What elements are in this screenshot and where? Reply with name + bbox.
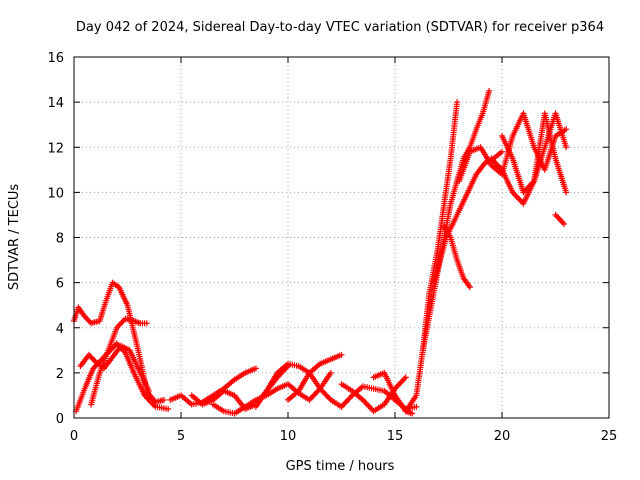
x-tick-label: 20 [494,429,511,444]
chart-title: Day 042 of 2024, Sidereal Day-to-day VTE… [76,20,604,35]
data-point [327,369,334,376]
x-axis-label: GPS time / hours [286,459,395,474]
y-tick-label: 2 [56,367,64,382]
y-tick-label: 8 [56,232,64,247]
x-tick-label: 15 [387,429,404,444]
data-point [143,320,150,327]
series-track-3 [73,340,172,415]
data-point [513,193,520,200]
x-tick-label: 10 [280,429,297,444]
series-track-4 [88,315,150,408]
y-tick-label: 6 [56,277,64,292]
data-points [71,87,570,417]
data-point [81,313,88,320]
series-track-19 [499,110,570,196]
data-point [402,374,409,381]
data-point [338,351,345,358]
x-tick-label: 5 [177,429,185,444]
series-track-16 [441,223,473,291]
y-tick-label: 10 [47,186,64,201]
data-point [563,144,570,151]
series-track-18 [488,110,570,207]
y-tick-label: 14 [47,96,64,111]
series-track-20 [552,211,568,227]
series-track-8 [252,360,345,410]
series-track-9 [285,351,345,403]
data-point [409,410,416,417]
data-point [517,197,524,204]
y-tick-label: 4 [56,322,64,337]
axis-ticks: 0 5 10 15 20 25 0 2 4 6 8 10 12 14 16 [47,51,617,444]
series-track-15 [430,148,505,286]
data-point [160,396,167,403]
gridlines [74,57,609,418]
data-point [563,189,570,196]
data-point [466,284,473,291]
x-tick-label: 25 [601,429,618,444]
data-point [454,99,461,106]
data-point [499,148,505,155]
y-axis-label: SDTVAR / TECUs [7,184,22,291]
data-point [165,405,172,412]
data-point [145,387,152,394]
x-tick-label: 0 [70,429,78,444]
data-point [413,403,420,410]
y-tick-label: 0 [56,412,64,427]
y-tick-label: 16 [47,51,64,66]
series-track-12 [370,369,416,417]
data-point [252,365,259,372]
data-point [486,87,493,94]
y-tick-label: 12 [47,141,64,156]
data-point [563,126,570,133]
data-point [561,220,568,227]
series-track-13 [402,99,461,415]
